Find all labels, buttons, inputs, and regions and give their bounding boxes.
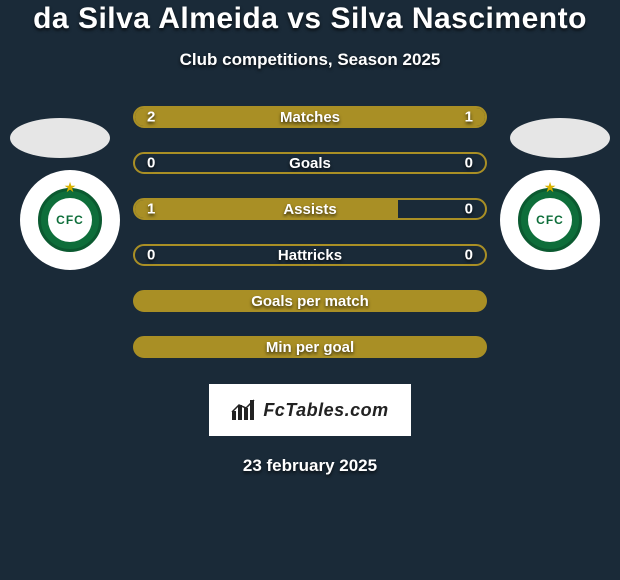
stat-label: Hattricks xyxy=(278,247,342,264)
stat-value-left: 2 xyxy=(147,109,155,126)
club-crest-left: ★ CFC xyxy=(38,188,102,252)
stat-row-matches: Matches 2 1 xyxy=(133,106,487,128)
stat-pill: Assists xyxy=(133,198,487,220)
stat-value-right: 0 xyxy=(465,247,473,264)
player-left-silhouette xyxy=(10,118,110,158)
stat-value-left: 0 xyxy=(147,155,155,172)
stat-value-right: 1 xyxy=(465,109,473,126)
stat-label: Goals xyxy=(289,155,331,172)
player-left-club-badge: ★ CFC xyxy=(20,170,120,270)
stat-row-goals-per-match: Goals per match xyxy=(133,290,487,312)
stat-value-left: 0 xyxy=(147,247,155,264)
date-label: 23 february 2025 xyxy=(243,456,377,476)
stat-pill: Min per goal xyxy=(133,336,487,358)
star-icon: ★ xyxy=(544,179,557,196)
stat-label: Matches xyxy=(280,109,340,126)
player-right-silhouette xyxy=(510,118,610,158)
subtitle: Club competitions, Season 2025 xyxy=(180,50,441,70)
stat-fill-left xyxy=(135,200,398,218)
page-title: da Silva Almeida vs Silva Nascimento xyxy=(33,2,587,36)
stat-pill: Goals per match xyxy=(133,290,487,312)
club-abbr-right: CFC xyxy=(528,198,572,242)
stat-label: Goals per match xyxy=(251,293,369,310)
stat-value-left: 1 xyxy=(147,201,155,218)
club-crest-right: ★ CFC xyxy=(518,188,582,252)
fctables-watermark: FcTables.com xyxy=(209,384,411,436)
player-right-club-badge: ★ CFC xyxy=(500,170,600,270)
star-icon: ★ xyxy=(64,179,77,196)
stat-row-assists: Assists 1 0 xyxy=(133,198,487,220)
stat-row-min-per-goal: Min per goal xyxy=(133,336,487,358)
stat-label: Min per goal xyxy=(266,339,354,356)
stat-value-right: 0 xyxy=(465,201,473,218)
stat-pill: Goals xyxy=(133,152,487,174)
stat-pill: Matches xyxy=(133,106,487,128)
stat-label: Assists xyxy=(283,201,336,218)
stat-row-hattricks: Hattricks 0 0 xyxy=(133,244,487,266)
fctables-label: FcTables.com xyxy=(263,400,388,421)
stat-pill: Hattricks xyxy=(133,244,487,266)
stat-row-goals: Goals 0 0 xyxy=(133,152,487,174)
bars-icon xyxy=(231,399,257,421)
comparison-card: da Silva Almeida vs Silva Nascimento Clu… xyxy=(0,0,620,580)
stat-value-right: 0 xyxy=(465,155,473,172)
club-abbr-left: CFC xyxy=(48,198,92,242)
